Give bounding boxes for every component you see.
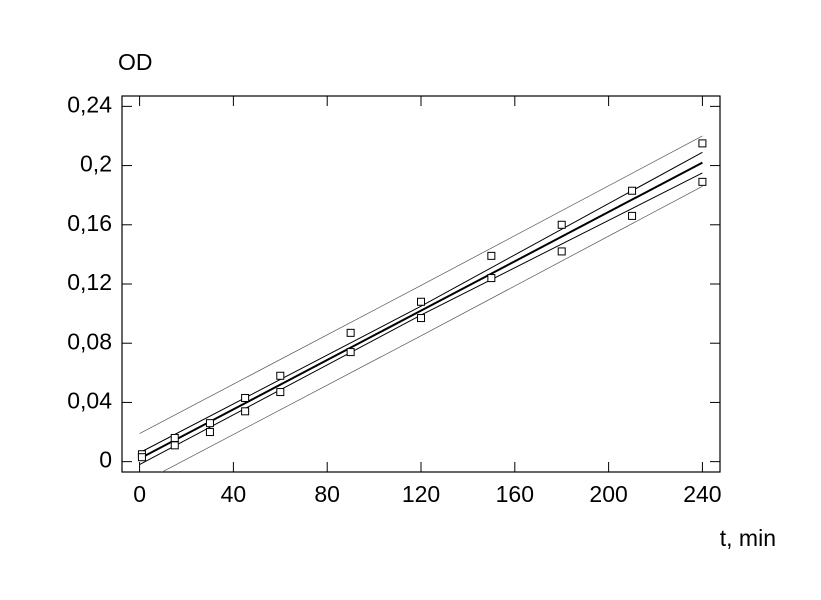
data-point: [557, 220, 566, 229]
data-point: [487, 274, 496, 283]
data-point: [628, 211, 637, 220]
data-point: [698, 177, 707, 186]
data-point: [170, 433, 179, 442]
data-point: [205, 419, 214, 428]
data-point: [628, 186, 637, 195]
data-point: [241, 407, 250, 416]
x-tick-label: 40: [221, 481, 247, 507]
x-tick-label: 80: [314, 481, 340, 507]
fit-line: [139, 161, 703, 460]
y-tick-label: 0,04: [67, 388, 112, 414]
y-tick-label: 0,16: [67, 210, 112, 236]
x-tick-label: 160: [496, 481, 534, 507]
y-tick-label: 0: [99, 447, 112, 473]
data-point: [276, 371, 285, 380]
data-point: [205, 428, 214, 437]
y-tick-label: 0,2: [80, 151, 112, 177]
y-tick-label: 0,08: [67, 328, 112, 354]
x-tick-label: 0: [133, 481, 146, 507]
data-point: [170, 441, 179, 450]
data-point: [241, 393, 250, 402]
data-point: [346, 348, 355, 357]
data-point: [557, 247, 566, 256]
fit-line: [139, 151, 703, 454]
x-tick-label: 120: [402, 481, 440, 507]
data-point: [137, 453, 146, 462]
fit-line: [161, 185, 703, 472]
plot-area: [139, 135, 703, 472]
y-tick-label: 0,24: [67, 91, 112, 117]
x-tick-label: 200: [589, 481, 627, 507]
y-axis-label: OD: [118, 49, 153, 75]
data-point: [417, 297, 425, 306]
data-point: [487, 251, 496, 260]
data-point: [346, 328, 355, 337]
x-axis-label: t, min: [720, 525, 776, 551]
data-point: [698, 139, 707, 148]
data-point: [276, 388, 285, 397]
fit-line: [139, 135, 703, 434]
x-tick-label: 240: [683, 481, 721, 507]
y-tick-label: 0,12: [67, 269, 112, 295]
data-point: [417, 314, 425, 323]
